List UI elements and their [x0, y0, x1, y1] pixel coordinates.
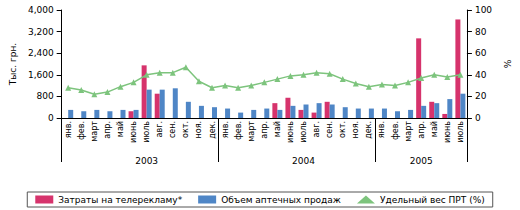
svg-text:Затраты на телерекламу*: Затраты на телерекламу* [58, 195, 182, 205]
svg-text:авг.: авг. [155, 121, 164, 137]
svg-text:100: 100 [475, 5, 492, 15]
svg-text:фев.: фев. [391, 121, 400, 140]
svg-text:ноя.: ноя. [351, 121, 360, 138]
svg-text:Тыс. грн.: Тыс. грн. [8, 43, 18, 86]
svg-text:фев.: фев. [77, 121, 86, 140]
svg-text:авг.: авг. [312, 121, 321, 137]
svg-text:апр.: апр. [260, 121, 269, 139]
svg-text:%: % [503, 59, 513, 68]
svg-text:янв.: янв. [221, 121, 230, 138]
svg-text:окт.: окт. [181, 121, 190, 138]
svg-text:май: май [273, 121, 282, 137]
svg-text:март: март [90, 121, 99, 142]
svg-text:июль: июль [142, 121, 151, 143]
svg-text:июнь: июнь [129, 121, 138, 143]
svg-text:фев.: фев. [234, 121, 243, 140]
svg-text:июнь: июнь [286, 121, 295, 143]
svg-text:2005: 2005 [410, 156, 433, 166]
svg-text:800: 800 [36, 91, 53, 101]
svg-text:сен.: сен. [168, 121, 177, 138]
svg-text:июль: июль [299, 121, 308, 143]
svg-text:3,200: 3,200 [28, 27, 54, 37]
svg-text:март: март [247, 121, 256, 142]
svg-text:80: 80 [475, 27, 487, 37]
svg-text:дек.: дек. [364, 121, 373, 139]
svg-text:март: март [404, 121, 413, 142]
svg-text:янв.: янв. [64, 121, 73, 138]
svg-text:июнь: июнь [443, 121, 452, 143]
svg-text:ноя.: ноя. [194, 121, 203, 138]
svg-text:40: 40 [475, 70, 487, 80]
svg-text:4,000: 4,000 [28, 5, 54, 15]
svg-text:окт.: окт. [338, 121, 347, 138]
svg-text:0: 0 [48, 113, 54, 123]
svg-text:Объем аптечных продаж: Объем аптечных продаж [221, 195, 341, 205]
svg-text:июль: июль [456, 121, 465, 143]
svg-text:апр.: апр. [103, 121, 112, 139]
svg-text:дек.: дек. [208, 121, 217, 139]
svg-text:май: май [116, 121, 125, 137]
svg-text:20: 20 [475, 91, 487, 101]
svg-text:2004: 2004 [292, 156, 315, 166]
svg-text:2,400: 2,400 [28, 48, 54, 58]
svg-text:60: 60 [475, 48, 487, 58]
svg-text:1,600: 1,600 [28, 70, 54, 80]
svg-text:апр.: апр. [417, 121, 426, 139]
svg-text:Удельный вес ПРТ (%): Удельный вес ПРТ (%) [380, 195, 485, 205]
svg-text:сен.: сен. [325, 121, 334, 138]
svg-text:янв.: янв. [377, 121, 386, 138]
svg-text:2003: 2003 [135, 156, 158, 166]
svg-text:май: май [430, 121, 439, 137]
svg-text:0: 0 [475, 113, 481, 123]
